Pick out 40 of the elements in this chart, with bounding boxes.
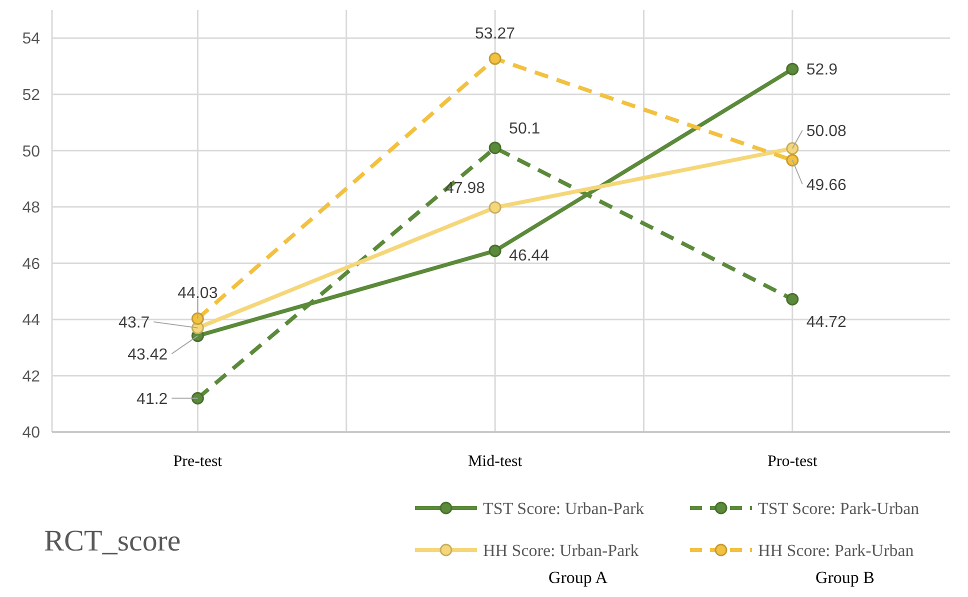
data-label: 49.66 [806, 176, 847, 194]
text: RCT_score [44, 524, 181, 558]
y-tick-label: 42 [22, 368, 40, 386]
y-tick-label: 48 [22, 200, 40, 217]
point [786, 142, 799, 155]
data-label: 43.7 [118, 314, 150, 332]
point [786, 62, 799, 76]
y-tick-label: 40 [22, 424, 40, 442]
data-label: 43.42 [128, 346, 168, 364]
data-label: 52.9 [806, 62, 838, 79]
point [488, 142, 502, 154]
x-tick-label: Pre-test [173, 453, 223, 470]
legend-label: HH Score: Park-Urban [758, 540, 914, 560]
data-label: 44.72 [806, 314, 847, 331]
legend-label: HH Score: Urban-Park [483, 540, 640, 560]
data-label: 41.2 [136, 390, 168, 408]
point [191, 312, 204, 325]
data-label: 44.03 [178, 285, 218, 302]
data-label: 53.27 [475, 25, 516, 42]
point [191, 392, 204, 404]
x-tick-label: Pro-test [768, 453, 818, 470]
x-tick-label: Mid-test [468, 453, 523, 470]
y-tick-label: 54 [22, 30, 40, 48]
data-label: 47.98 [445, 180, 486, 198]
data-label: 46.44 [509, 247, 550, 264]
legend-label: TST Score: Urban-Park [483, 498, 645, 518]
y-tick-label: 44 [22, 312, 40, 330]
legend-label: TST Score: Park-Urban [758, 498, 920, 518]
point [488, 52, 502, 65]
point [488, 244, 502, 258]
data-label: 50.1 [509, 120, 540, 138]
text: Group B [815, 568, 875, 587]
y-tick-label: 52 [22, 87, 40, 104]
point [786, 292, 799, 306]
y-tick-label: 50 [22, 143, 40, 160]
point [488, 201, 502, 214]
y-tick-label: 46 [22, 256, 40, 273]
text: Group A [548, 568, 608, 587]
point [786, 154, 799, 166]
data-label: 50.08 [806, 123, 847, 140]
